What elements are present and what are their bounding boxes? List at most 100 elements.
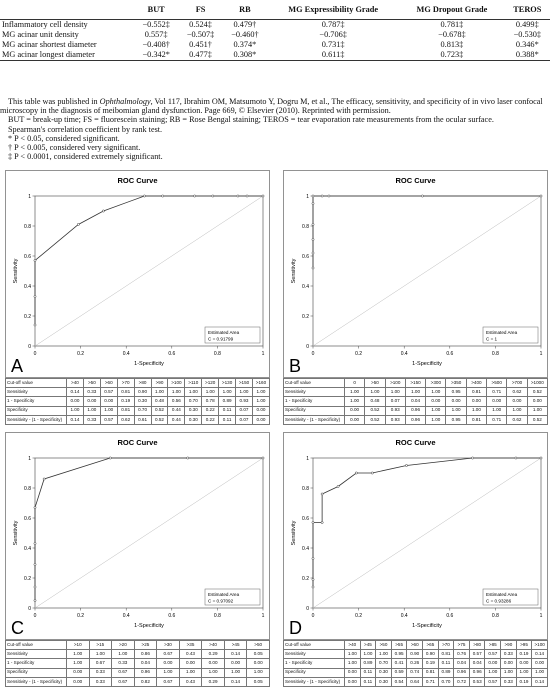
- roc-point: [405, 464, 408, 467]
- value-cell: 0.00: [343, 405, 366, 416]
- value-cell: 0.81: [116, 387, 135, 398]
- value-cell: 0.14: [223, 649, 248, 660]
- table-row: Sensitivity 1.00 1.00 1.00 0.95 0.90 0.90 0.81 0…: [283, 649, 548, 660]
- y-tick-label: 0: [306, 344, 309, 350]
- value-cell: 1.00: [375, 649, 392, 660]
- row-label: Sensitivity: [5, 387, 67, 398]
- value-cell: 1.00: [150, 387, 169, 398]
- value-cell: 0.62: [116, 414, 135, 425]
- value-cell: 0.70: [184, 396, 203, 407]
- value-cell: 1.00: [515, 667, 533, 678]
- cutoff-cell: >40: [201, 639, 225, 651]
- value-cell: 0.52: [526, 387, 549, 398]
- x-tick-label: 1: [540, 351, 543, 357]
- table-row: Sensitivity 1.00 1.00 1.00 1.00 1.00 0.95 0.81 0…: [283, 387, 549, 398]
- roc-point: [76, 223, 80, 226]
- value-cell: 0.00: [156, 658, 180, 669]
- value-cell: 1.00: [167, 387, 186, 398]
- row-label: Specificity: [283, 667, 345, 678]
- value-cell: 0.33: [82, 414, 101, 425]
- value-cell: 0.30: [184, 405, 203, 416]
- x-tick-label: 0: [34, 351, 37, 357]
- row-label: MG acinar unit density: [2, 30, 79, 40]
- row-label: Cut-off value: [283, 377, 345, 389]
- column-header: RB: [222, 4, 268, 20]
- row-label: 1 - Specificity: [5, 658, 67, 669]
- cutoff-cell: >85: [484, 639, 502, 651]
- y-tick-label: 0.6: [302, 254, 309, 260]
- table-row: Inflammatory cell density −0.552‡ 0.524‡ 0.…: [0, 19, 550, 30]
- roc-point: [311, 557, 315, 560]
- x-tick-label: 0.6: [168, 351, 175, 357]
- roc-point: [311, 266, 315, 270]
- cutoff-cell: >90: [500, 639, 517, 651]
- value-cell: 0.14: [66, 387, 84, 398]
- roc-chart: ROC Curve 00 0.2 0.2 0.4 0.4 0.6 0.6 0.8 0.8 1 1 1-S…: [283, 170, 548, 378]
- roc-point: [320, 492, 324, 496]
- y-tick-label: 1: [28, 194, 31, 200]
- value-cell: 0.70: [375, 658, 392, 669]
- value-cell: 0.00: [486, 396, 508, 407]
- area-label: Estimated Area: [486, 330, 518, 335]
- value-cell: 0.00: [66, 396, 84, 407]
- value-cell: 1.00: [445, 405, 467, 416]
- value-cell: 0.89: [218, 396, 237, 407]
- cutoff-cell: >160: [251, 377, 271, 389]
- roc-chart: ROC Curve 00 0.2 0.2 0.4 0.4 0.6 0.6 0.8 0.8 1 1 1-S…: [5, 432, 270, 640]
- value-cell: 1.00: [384, 387, 406, 398]
- value-cell: 0.71: [422, 676, 439, 687]
- area-box: [204, 326, 261, 344]
- value-cell: 1.00: [343, 396, 366, 407]
- cutoff-cell: >25: [133, 639, 158, 651]
- value-cell: 0.72: [453, 676, 470, 687]
- value-cell: 0.57: [468, 649, 486, 660]
- corner-header: [0, 4, 134, 20]
- table-cell: 0.451†: [189, 40, 212, 50]
- value-cell: 0.14: [223, 676, 248, 687]
- value-cell: 0.52: [364, 414, 386, 425]
- value-cell: 0.00: [178, 658, 203, 669]
- value-cell: 1.00: [218, 387, 237, 398]
- area-box: [482, 588, 539, 606]
- value-cell: 1.00: [425, 414, 447, 425]
- table-cell: 0.499‡: [515, 20, 539, 30]
- table-cell: 0.524‡: [189, 20, 212, 30]
- roc-point: [193, 194, 196, 198]
- value-cell: 0.00: [515, 658, 533, 669]
- table-row: MG acinar longest diameter −0.342* 0.477‡ 0…: [0, 49, 550, 62]
- roc-point: [42, 477, 46, 481]
- x-tick-label: 0.4: [401, 613, 408, 619]
- table-row: 1 - Specificity 1.00 0.89 0.70 0.41 0.26 0.19 0…: [283, 658, 548, 669]
- value-cell: 1.00: [246, 667, 270, 678]
- value-cell: 0.00: [99, 396, 118, 407]
- value-cell: 0.19: [116, 396, 135, 407]
- chart-title: ROC Curve: [117, 176, 157, 185]
- value-cell: 0.93: [384, 414, 406, 425]
- value-cell: 1.00: [526, 405, 549, 416]
- value-cell: 0.44: [167, 414, 186, 425]
- y-axis-label: Sensitivity: [291, 258, 297, 283]
- x-tick-label: 0.8: [214, 613, 221, 619]
- x-tick-label: 0.4: [123, 613, 130, 619]
- value-cell: 0.05: [246, 676, 270, 687]
- value-cell: 0.90: [133, 387, 152, 398]
- roc-point: [236, 194, 240, 198]
- area-label: Estimated Area: [208, 592, 240, 597]
- reference-diagonal: [34, 457, 264, 609]
- value-cell: 0.33: [88, 676, 113, 687]
- value-cell: 1.00: [99, 405, 118, 416]
- roc-point: [320, 521, 324, 524]
- value-cell: 0.11: [359, 667, 377, 678]
- y-tick-label: 0.8: [302, 224, 309, 230]
- value-cell: 0.62: [506, 414, 528, 425]
- chart-title: ROC Curve: [117, 438, 157, 447]
- column-header: MG Expressibility Grade: [267, 4, 400, 20]
- value-cell: 0.96: [404, 405, 427, 416]
- area-box: [204, 588, 261, 606]
- value-cell: 0.04: [133, 658, 158, 669]
- value-cell: 0.44: [167, 405, 186, 416]
- value-cell: 0.07: [384, 396, 406, 407]
- x-tick-label: 0.4: [123, 351, 130, 357]
- value-cell: 0.19: [515, 676, 533, 687]
- value-cell: 1.00: [223, 667, 248, 678]
